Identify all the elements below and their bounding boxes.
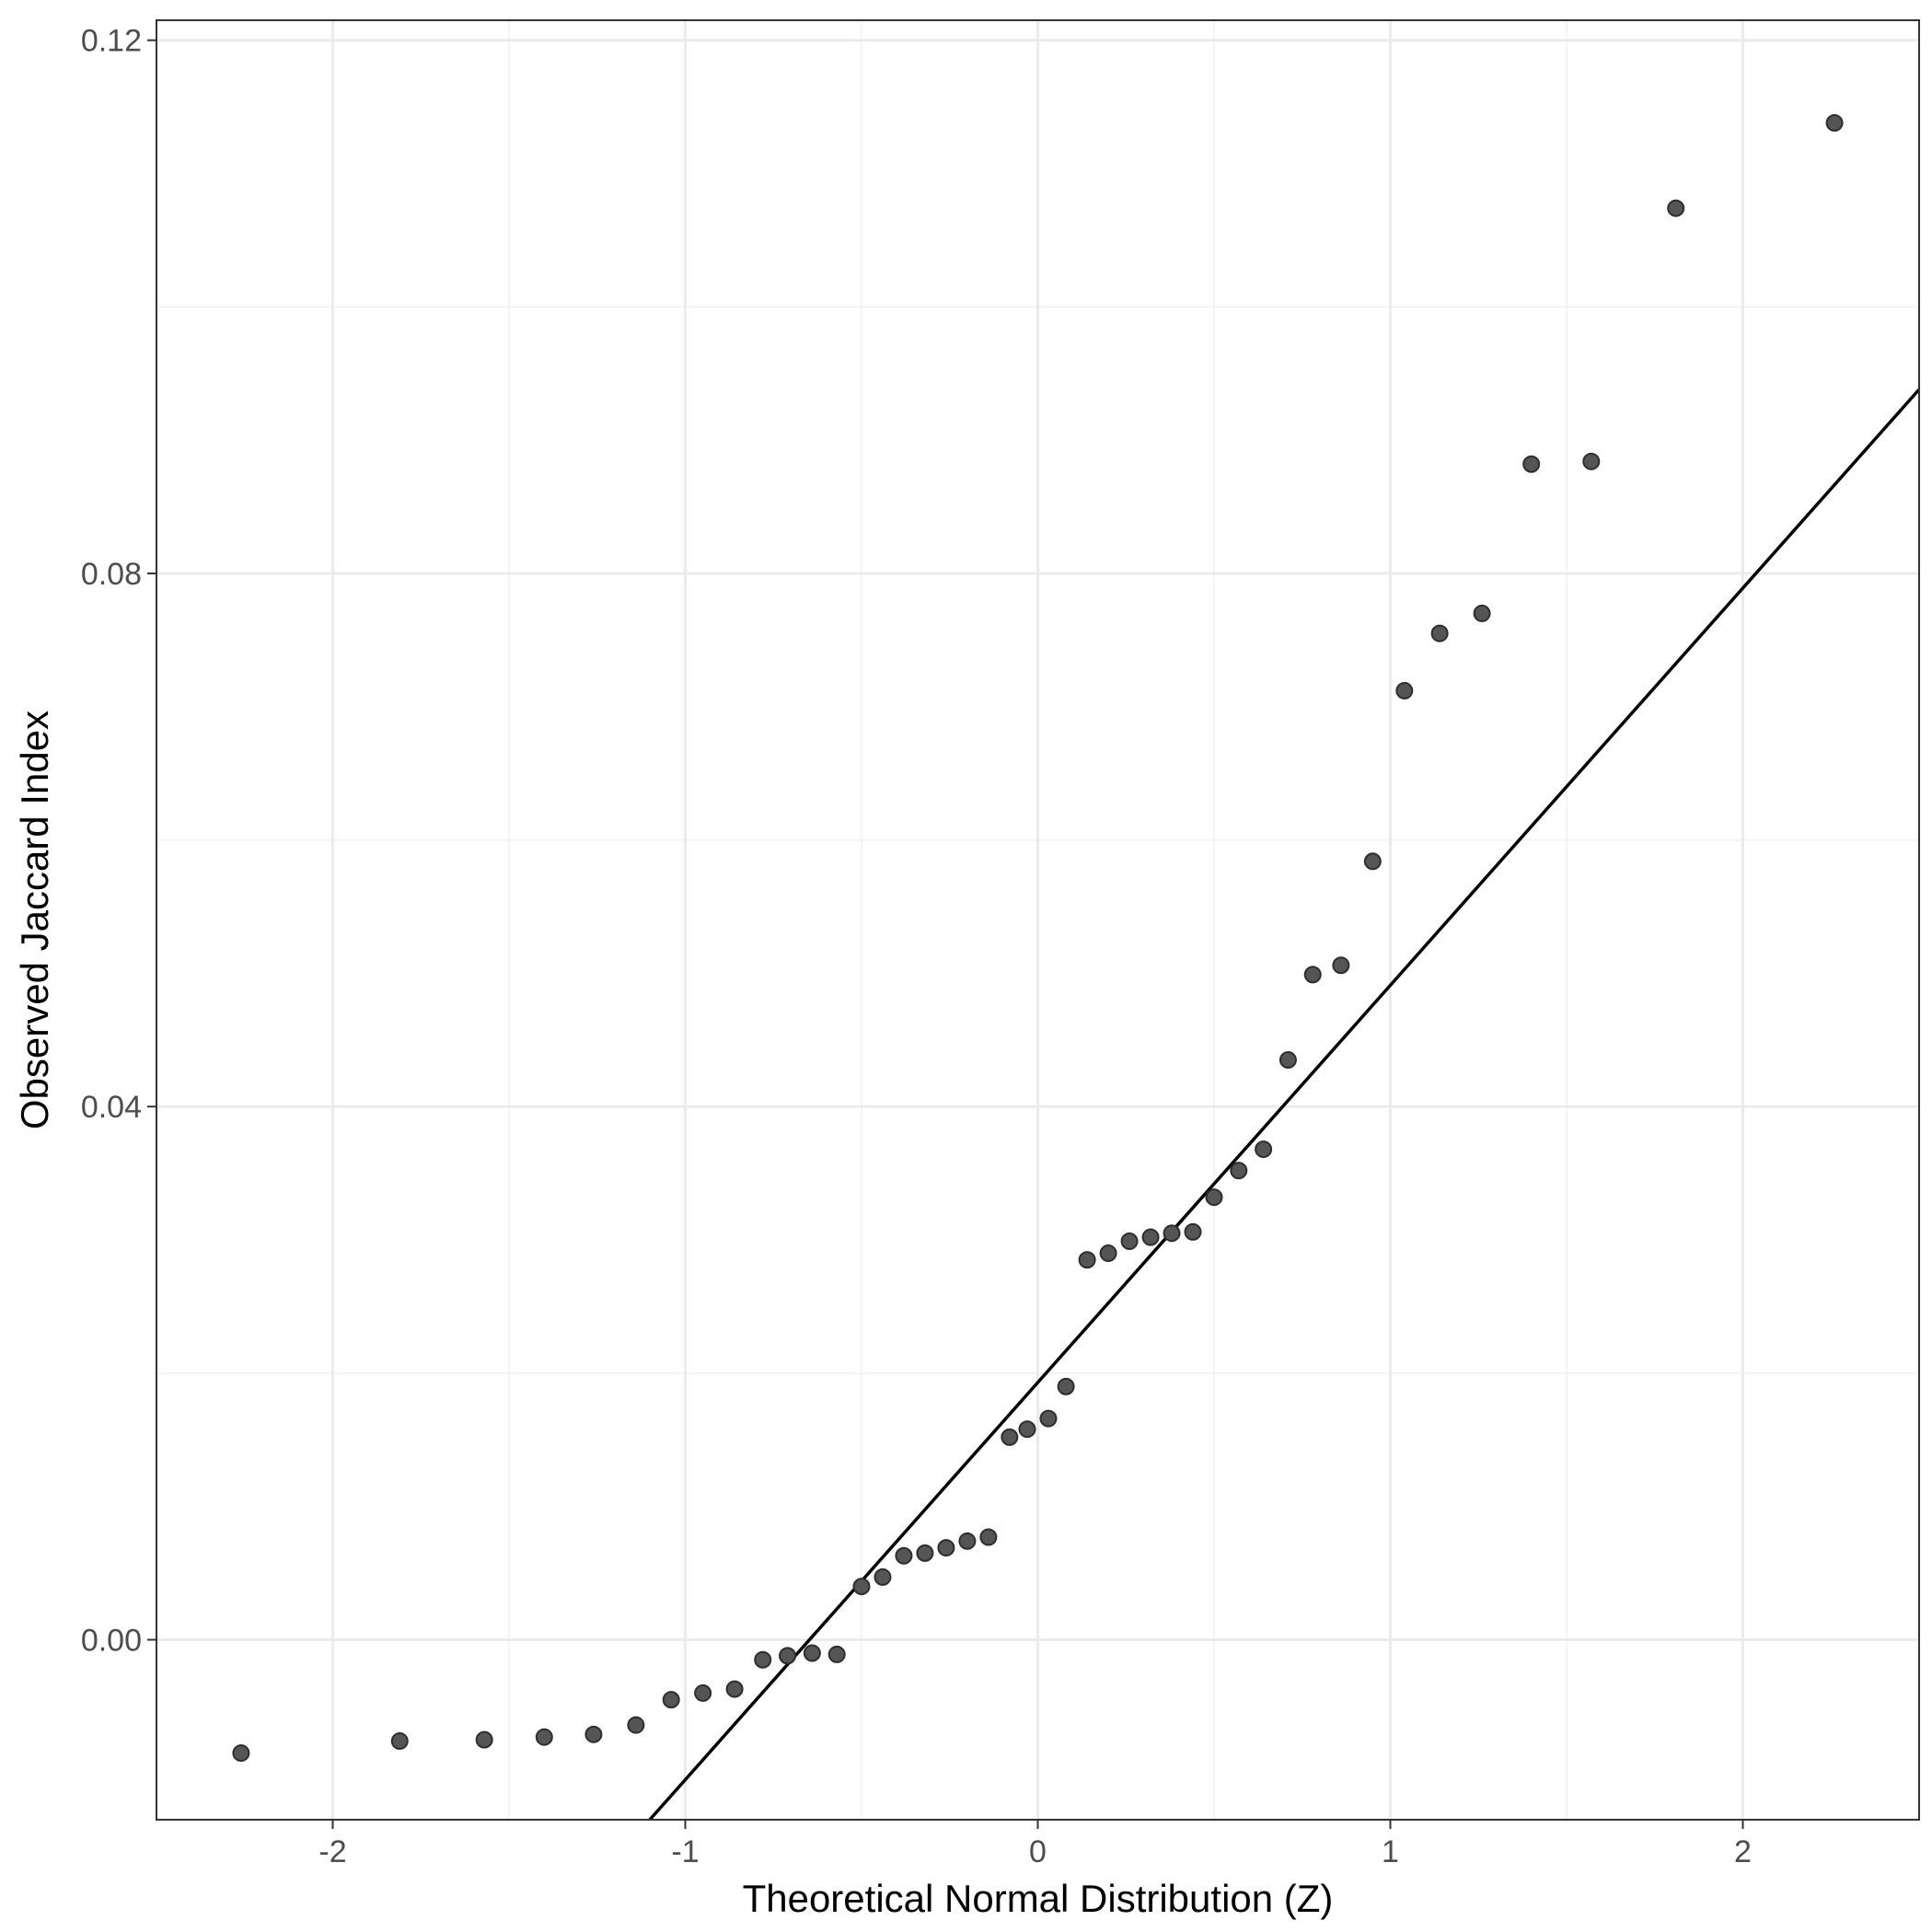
data-point — [1141, 1228, 1160, 1246]
y-axis-title: Observed Jaccard Index — [13, 711, 56, 1129]
data-point — [1303, 966, 1322, 984]
major-gridlines — [156, 20, 1919, 1820]
x-tick-label: -1 — [671, 1834, 699, 1869]
data-point — [1001, 1428, 1019, 1446]
x-tick-label: 0 — [1029, 1834, 1047, 1869]
data-point — [803, 1644, 821, 1662]
data-point — [1099, 1244, 1117, 1263]
qq-reference-line — [648, 388, 1921, 1822]
data-point — [1255, 1140, 1273, 1159]
data-point — [852, 1578, 871, 1596]
data-point — [1582, 452, 1601, 470]
data-point — [232, 1744, 250, 1763]
x-tick-label: -2 — [318, 1834, 346, 1869]
data-point — [662, 1691, 680, 1709]
data-point — [754, 1650, 772, 1669]
data-point — [873, 1568, 892, 1586]
data-point — [1018, 1420, 1036, 1439]
data-point — [1230, 1162, 1248, 1180]
data-point — [584, 1725, 603, 1743]
data-point — [627, 1716, 645, 1734]
data-point — [1332, 956, 1350, 975]
data-point — [475, 1730, 493, 1749]
y-tick-label: 0.08 — [81, 557, 142, 592]
data-point — [958, 1532, 977, 1550]
y-axis-ticks: 0.00 0.04 0.08 0.12 — [81, 24, 156, 1659]
data-point — [1667, 199, 1685, 217]
data-point — [1205, 1188, 1223, 1207]
x-axis-title: Theoretical Normal Distribution (Z) — [743, 1877, 1334, 1920]
data-point — [937, 1539, 955, 1557]
data-point — [916, 1544, 934, 1562]
data-point — [895, 1546, 913, 1565]
data-point — [1078, 1251, 1096, 1269]
data-point — [827, 1645, 846, 1663]
y-tick-label: 0.12 — [81, 24, 142, 59]
data-point — [1120, 1232, 1139, 1251]
data-point — [1395, 681, 1414, 700]
data-point — [779, 1647, 797, 1665]
data-point — [1522, 455, 1541, 473]
data-point — [390, 1732, 409, 1751]
data-point — [694, 1683, 712, 1702]
data-point — [1184, 1222, 1202, 1241]
data-point — [979, 1528, 998, 1546]
reference-line-group — [648, 388, 1921, 1822]
data-point — [1825, 114, 1844, 133]
x-tick-label: 2 — [1734, 1834, 1752, 1869]
data-point — [1057, 1377, 1075, 1395]
data-point — [1163, 1224, 1181, 1243]
data-points — [232, 114, 1844, 1763]
data-point — [725, 1680, 744, 1698]
y-tick-label: 0.04 — [81, 1090, 142, 1125]
y-tick-label: 0.00 — [81, 1624, 142, 1659]
data-point — [1039, 1409, 1058, 1428]
data-point — [535, 1728, 553, 1746]
data-point — [1473, 604, 1491, 622]
data-point — [1278, 1051, 1297, 1070]
data-point — [1363, 852, 1382, 871]
x-axis-ticks: -2 -1 0 1 2 — [318, 1820, 1752, 1869]
data-point — [1430, 624, 1449, 642]
x-tick-label: 1 — [1382, 1834, 1399, 1869]
